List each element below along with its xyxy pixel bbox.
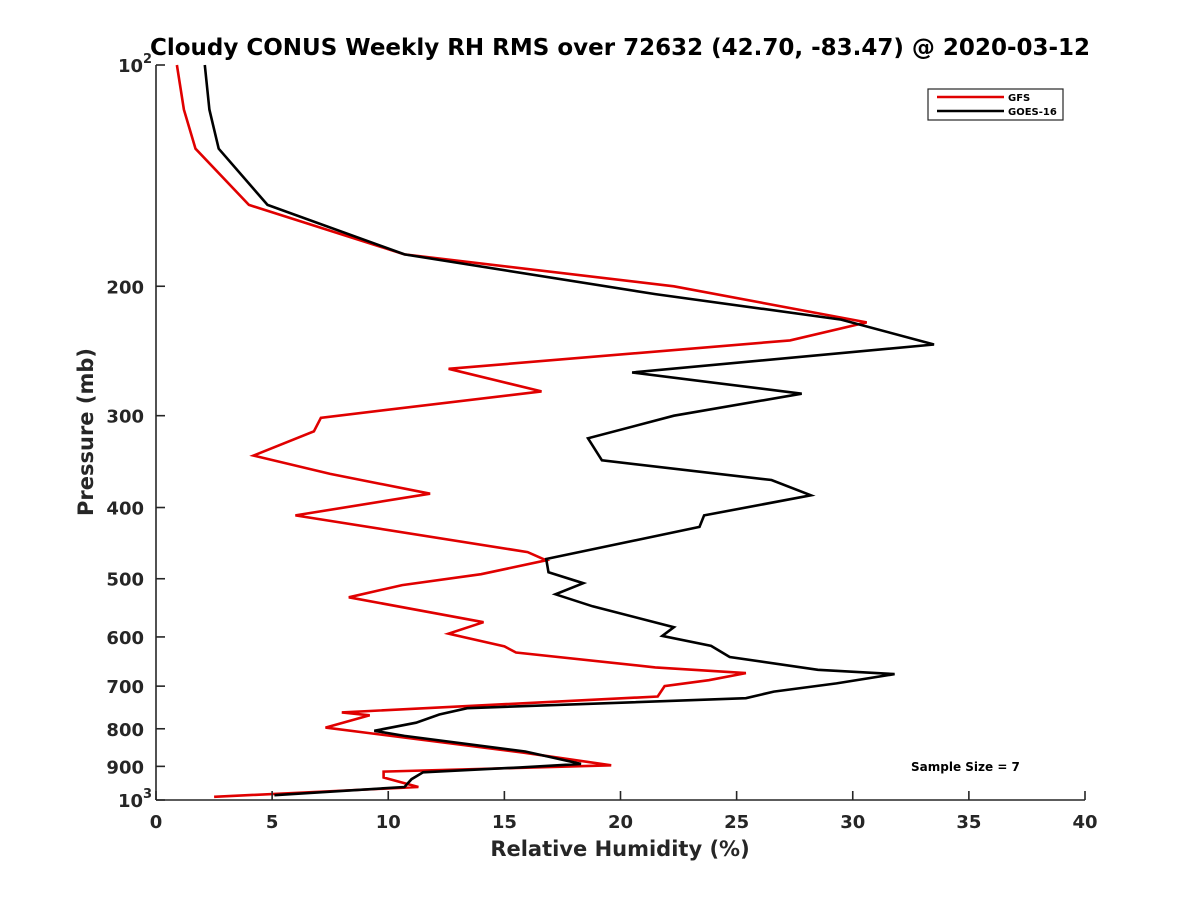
y-tick-label: 700 — [106, 677, 144, 698]
y-tick-label: 800 — [106, 720, 144, 741]
legend-box — [927, 88, 1064, 121]
legend-label-goes16: GOES-16 — [1008, 107, 1057, 118]
series-line-gfs — [175, 64, 867, 799]
x-tick-label: 20 — [608, 812, 633, 833]
y-tick-label: 900 — [106, 757, 144, 778]
y-tick-exponent: 2 — [143, 52, 152, 67]
x-tick-label: 15 — [492, 812, 517, 833]
x-ticks: 0 5 10 15 20 25 30 35 40 — [150, 791, 1098, 833]
x-tick-label: 40 — [1072, 812, 1097, 833]
series-line-goes16 — [203, 64, 935, 797]
y-tick-label: 400 — [106, 499, 144, 520]
legend-label-gfs: GFS — [1008, 93, 1030, 104]
y-tick-label: 10 — [118, 791, 143, 812]
x-tick-label: 25 — [724, 812, 749, 833]
x-tick-label: 10 — [376, 812, 401, 833]
chart-title: Cloudy CONUS Weekly RH RMS over 72632 (4… — [150, 35, 1090, 61]
y-tick-exponent: 3 — [143, 787, 152, 802]
y-axis-label: Pressure (mb) — [74, 348, 98, 516]
x-tick-label: 5 — [266, 812, 279, 833]
x-tick-label: 35 — [956, 812, 981, 833]
x-tick-label: 30 — [840, 812, 865, 833]
y-tick-label: 500 — [106, 570, 144, 591]
legend: GFS GOES-16 — [927, 88, 1064, 121]
y-tick-label: 300 — [106, 407, 144, 428]
x-tick-label: 0 — [150, 812, 163, 833]
y-tick-label: 10 — [118, 56, 143, 77]
sample-size-annotation: Sample Size = 7 — [911, 760, 1020, 774]
y-tick-label: 200 — [106, 277, 144, 298]
x-axis-label: Relative Humidity (%) — [490, 837, 749, 861]
series-layer — [175, 64, 935, 799]
y-tick-label: 600 — [106, 628, 144, 649]
